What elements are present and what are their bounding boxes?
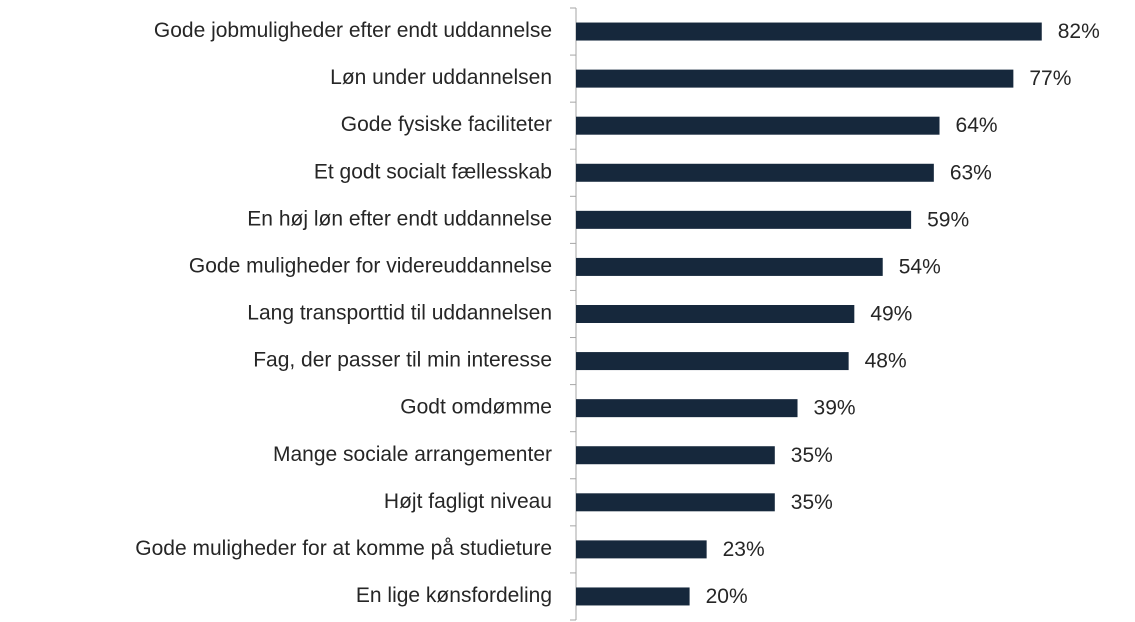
category-label: Et godt socialt fællesskab <box>314 160 552 183</box>
category-label: Fag, der passer til min interesse <box>253 349 552 372</box>
bar <box>576 446 775 465</box>
bar <box>576 399 798 418</box>
bar <box>576 493 775 512</box>
data-label: 48% <box>865 350 907 373</box>
category-label: Gode fysiske faciliteter <box>341 113 552 136</box>
data-label: 23% <box>723 538 765 561</box>
data-label: 82% <box>1058 20 1100 43</box>
bar <box>576 163 934 182</box>
category-label: Gode jobmuligheder efter endt uddannelse <box>154 19 552 42</box>
bar <box>576 210 912 229</box>
data-label: 63% <box>950 161 992 184</box>
bar <box>576 540 707 559</box>
data-label: 77% <box>1029 67 1071 90</box>
data-label: 20% <box>706 585 748 608</box>
data-label: 54% <box>899 255 941 278</box>
category-label: Mange sociale arrangementer <box>273 443 552 466</box>
data-label: 39% <box>814 397 856 420</box>
data-label: 49% <box>870 303 912 326</box>
bar <box>576 587 690 606</box>
category-label: Gode muligheder for videreuddannelse <box>189 254 552 277</box>
bar <box>576 305 855 323</box>
category-label: Højt fagligt niveau <box>384 490 552 513</box>
data-label: 64% <box>956 114 998 137</box>
bar <box>576 257 883 276</box>
category-label: Godt omdømme <box>400 396 552 419</box>
bar <box>576 22 1042 41</box>
data-label: 35% <box>791 444 833 467</box>
category-label: Gode muligheder for at komme på studietu… <box>135 537 552 560</box>
data-label: 59% <box>927 208 969 231</box>
category-label: Løn under uddannelsen <box>330 66 552 89</box>
category-label: En lige kønsfordeling <box>356 584 552 607</box>
bar <box>576 352 849 371</box>
category-label: En høj løn efter endt uddannelse <box>247 207 552 230</box>
bar <box>576 69 1014 88</box>
category-label: Lang transporttid til uddannelsen <box>247 302 552 325</box>
bar <box>576 116 940 135</box>
data-label: 35% <box>791 491 833 514</box>
